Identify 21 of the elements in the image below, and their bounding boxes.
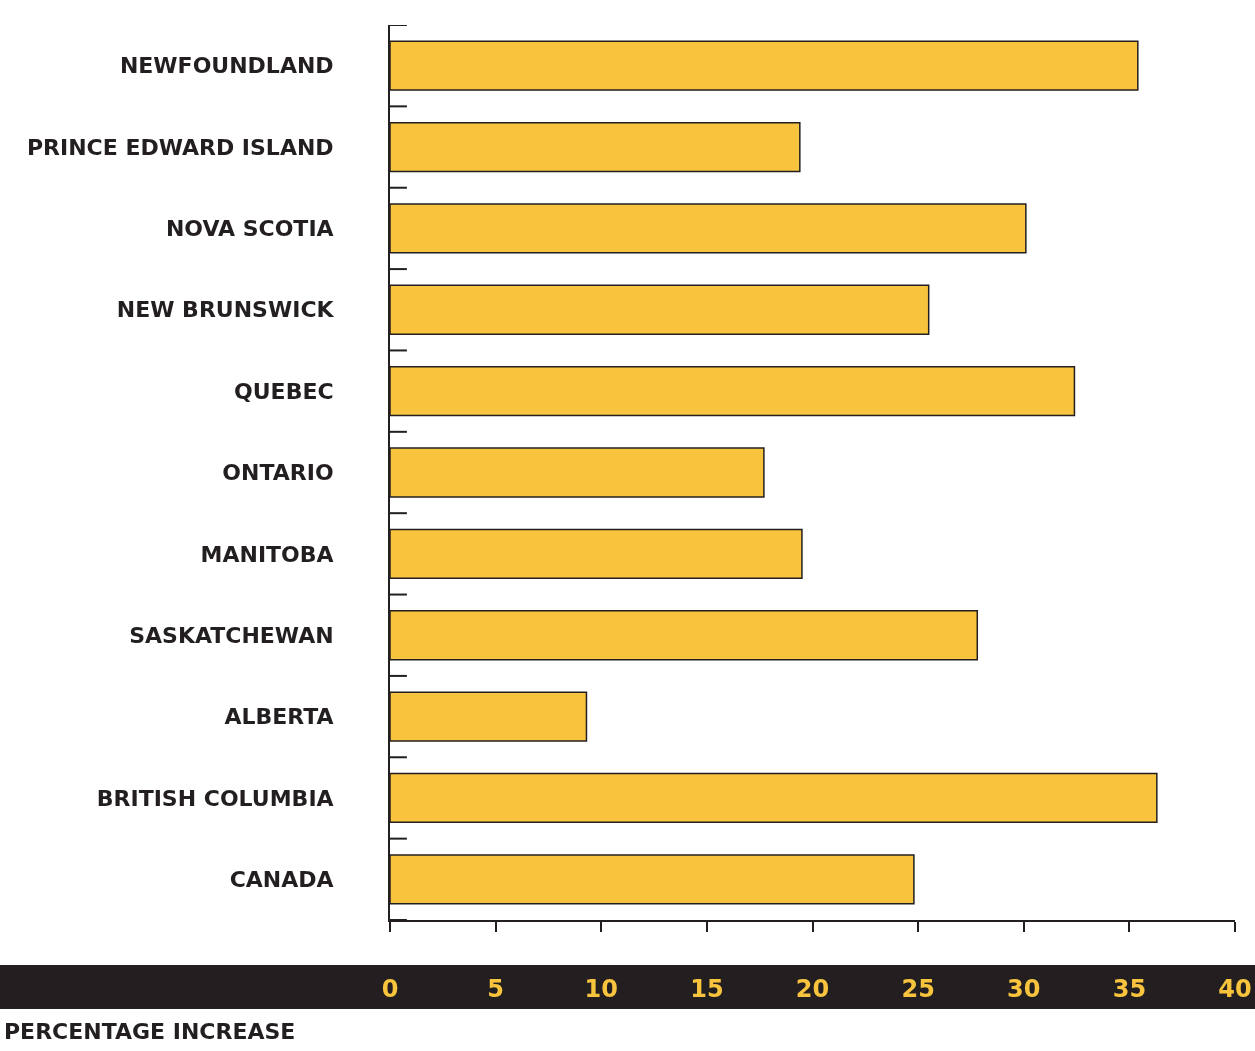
x-tick-label: 20 <box>795 974 830 1003</box>
y-tick-label: ONTARIO <box>222 460 334 486</box>
x-tick-label: 15 <box>690 974 724 1003</box>
x-tick-label: 30 <box>1007 974 1041 1003</box>
x-tick-label: 25 <box>901 974 935 1003</box>
x-tick-label: 35 <box>1112 974 1147 1003</box>
y-tick-label: PRINCE EDWARD ISLAND <box>26 134 334 160</box>
y-tick-label: NEW BRUNSWICK <box>116 297 335 323</box>
y-tick-label: CANADA <box>229 867 334 893</box>
y-tick-label: SASKATCHEWAN <box>129 622 334 648</box>
x-tick-label: 40 <box>1218 974 1252 1003</box>
y-tick-label: NOVA SCOTIA <box>165 216 334 242</box>
x-tick-label: 5 <box>487 974 504 1003</box>
y-tick-label: QUEBEC <box>234 378 334 404</box>
y-tick-label: NEWFOUNDLAND <box>119 53 334 79</box>
x-axis-title: PERCENTAGE INCREASE <box>4 1019 296 1044</box>
y-tick-label: BRITISH COLUMBIA <box>96 785 334 811</box>
y-tick-label: MANITOBA <box>200 541 334 567</box>
y-tick-label: ALBERTA <box>224 704 334 730</box>
x-tick-label: 10 <box>584 974 618 1003</box>
x-tick-label: 0 <box>381 974 399 1003</box>
